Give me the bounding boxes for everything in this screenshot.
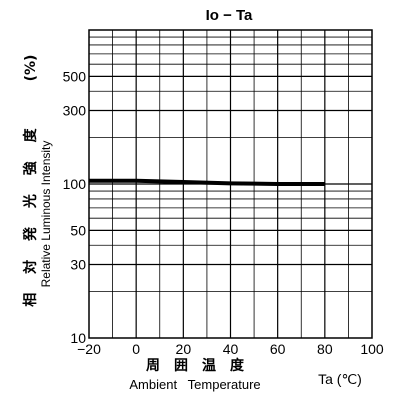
series-line [89,178,325,186]
plot-frame [88,29,373,339]
chart-title: Io − Ta [206,7,253,24]
x-axis-label-jp: 周 囲 温 度 [146,357,245,374]
x-tick-label: 60 [270,341,286,357]
horizontal-gridlines [89,36,372,293]
y-tick-label: 500 [63,68,87,84]
y-tick-label: 50 [70,222,86,238]
y-tick-label: 30 [70,257,86,273]
y-axis-label-en: Relative Luminous Intensity [39,141,53,288]
x-tick-label: −20 [77,341,101,357]
x-axis-label-en: Ambient Temperature [129,377,260,392]
x-tick-label: 80 [317,341,333,357]
x-axis-unit: Ta (℃) [318,371,362,387]
x-tick-label: 40 [223,341,239,357]
y-axis-unit: (%) [23,55,39,82]
series-group [89,178,325,186]
y-axis-label-jp: 相 対 発 光 強 度 [22,121,39,306]
y-tick-label: 300 [63,103,87,119]
x-tick-label: 0 [132,341,140,357]
y-tick-label: 10 [70,330,86,346]
x-tick-labels: −20 0 20 40 60 80 100 [77,341,384,357]
y-tick-label: 100 [63,176,87,192]
x-tick-label: 100 [360,341,384,357]
y-tick-labels: 10 30 50 100 300 500 [63,68,87,346]
x-tick-label: 20 [176,341,192,357]
